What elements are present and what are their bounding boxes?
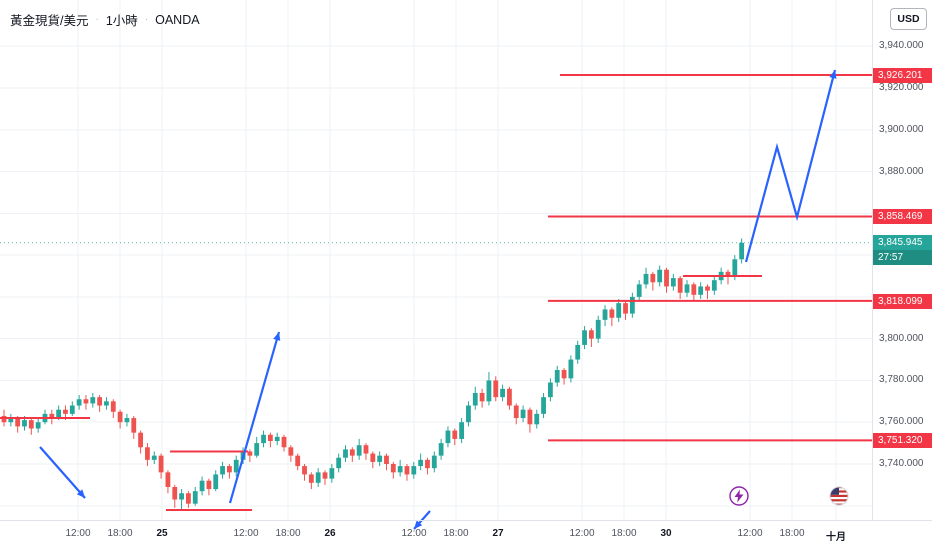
time-label: 18:00 (779, 528, 805, 539)
price-level-label: 3,818.099 (873, 293, 932, 309)
price-tick: 3,780.000 (879, 374, 924, 385)
interval-label[interactable]: 1小時 (105, 14, 138, 28)
exchange-label[interactable]: OANDA (155, 12, 200, 27)
price-tick: 3,880.000 (879, 166, 924, 177)
flag-icon (829, 486, 849, 506)
time-label: 27 (492, 528, 504, 539)
time-label: 26 (324, 528, 336, 539)
currency-toggle-button[interactable]: USD (890, 8, 927, 30)
symbol-legend[interactable]: 黃金現貨/美元 · 1小時 · OANDA (10, 10, 200, 29)
price-tick: 3,760.000 (879, 416, 924, 427)
price-level-label: 3,926.201 (873, 67, 932, 83)
flag-idea-badge[interactable] (829, 486, 849, 506)
time-axis[interactable]: 12:00 18:00 25 12:00 18:00 26 12:00 18:00 27 12:0… (0, 520, 932, 550)
price-tick: 3,940.000 (879, 40, 924, 51)
lightning-idea-badge[interactable] (729, 486, 749, 506)
price-axis[interactable]: 3,940.000 3,920.000 3,900.000 3,880.000 3,80… (872, 0, 932, 520)
time-label: 25 (156, 528, 168, 539)
legend-separator: · (144, 14, 149, 25)
time-label: 12:00 (569, 528, 595, 539)
time-label: 18:00 (107, 528, 133, 539)
current-price-value: 3,845.945 (878, 237, 923, 248)
price-tick: 3,740.000 (879, 458, 924, 469)
bar-countdown: 27:57 (873, 250, 932, 265)
time-label: 12:00 (233, 528, 259, 539)
symbol-name[interactable]: 黃金現貨/美元 (10, 14, 89, 28)
current-price-label: 3,845.945 27:57 (873, 235, 932, 265)
time-label: 12:00 (65, 528, 91, 539)
time-label: 12:00 (401, 528, 427, 539)
time-label: 18:00 (443, 528, 469, 539)
lightning-icon (729, 486, 749, 506)
price-tick: 3,800.000 (879, 333, 924, 344)
price-level-label: 3,751.320 (873, 432, 932, 448)
time-label: 30 (660, 528, 672, 539)
time-label: 18:00 (611, 528, 637, 539)
time-label: 12:00 (737, 528, 763, 539)
time-label: 十月 (826, 532, 846, 543)
price-tick: 3,920.000 (879, 82, 924, 93)
price-level-label: 3,858.469 (873, 208, 932, 224)
time-label: 18:00 (275, 528, 301, 539)
legend-separator: · (95, 14, 99, 25)
price-tick: 3,900.000 (879, 124, 924, 135)
